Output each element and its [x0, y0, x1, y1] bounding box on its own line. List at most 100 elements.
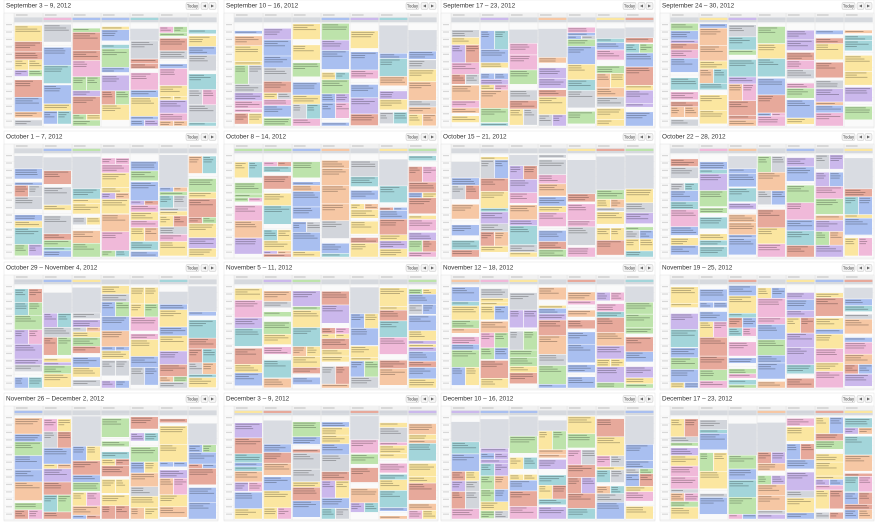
- event-block[interactable]: [188, 155, 203, 174]
- event-block[interactable]: [625, 212, 654, 224]
- event-block[interactable]: [625, 52, 654, 68]
- event-block[interactable]: [234, 299, 263, 319]
- event-block[interactable]: [567, 64, 596, 80]
- event-block[interactable]: [130, 339, 159, 357]
- event-block[interactable]: [670, 166, 699, 179]
- event-block[interactable]: [509, 330, 524, 351]
- event-block[interactable]: [786, 418, 815, 427]
- event-block[interactable]: [202, 89, 217, 106]
- event-block[interactable]: [596, 345, 625, 360]
- event-block[interactable]: [72, 76, 87, 91]
- event-block[interactable]: [263, 359, 292, 379]
- event-block[interactable]: [567, 416, 596, 435]
- event-block[interactable]: [538, 365, 567, 385]
- event-block[interactable]: [115, 380, 130, 389]
- event-block[interactable]: [188, 54, 217, 72]
- event-block[interactable]: [757, 514, 786, 520]
- event-block[interactable]: [159, 309, 188, 328]
- event-block[interactable]: [480, 448, 509, 454]
- event-block[interactable]: [159, 418, 188, 423]
- event-block[interactable]: [101, 330, 130, 347]
- event-block[interactable]: [728, 368, 757, 375]
- event-block[interactable]: [699, 173, 728, 191]
- event-block[interactable]: [101, 505, 116, 520]
- event-block[interactable]: [567, 464, 596, 478]
- event-block[interactable]: [509, 179, 538, 193]
- event-block[interactable]: [625, 336, 654, 352]
- event-block[interactable]: [101, 418, 130, 438]
- event-block[interactable]: [538, 205, 567, 213]
- event-block[interactable]: [699, 452, 714, 472]
- event-block[interactable]: [610, 292, 625, 301]
- event-block[interactable]: [684, 418, 699, 437]
- event-block[interactable]: [14, 111, 43, 118]
- event-block[interactable]: [480, 347, 495, 360]
- event-block[interactable]: [350, 439, 379, 454]
- event-block[interactable]: [670, 418, 685, 437]
- event-block[interactable]: [815, 231, 830, 246]
- event-block[interactable]: [538, 335, 567, 355]
- event-block[interactable]: [625, 103, 654, 108]
- event-block[interactable]: [480, 298, 509, 303]
- event-block[interactable]: [72, 346, 101, 354]
- event-block[interactable]: [14, 288, 29, 303]
- event-block[interactable]: [494, 475, 509, 490]
- event-block[interactable]: [786, 459, 815, 470]
- event-block[interactable]: [829, 512, 844, 520]
- event-block[interactable]: [28, 69, 43, 77]
- event-block[interactable]: [757, 115, 786, 127]
- event-block[interactable]: [480, 78, 509, 85]
- event-block[interactable]: [815, 440, 844, 450]
- event-block[interactable]: [670, 119, 699, 127]
- event-block[interactable]: [596, 207, 625, 212]
- event-block[interactable]: [263, 39, 292, 57]
- event-block[interactable]: [101, 214, 130, 232]
- event-block[interactable]: [234, 471, 263, 483]
- event-block[interactable]: [101, 198, 130, 214]
- event-block[interactable]: [130, 97, 159, 117]
- event-block[interactable]: [480, 73, 495, 80]
- event-block[interactable]: [321, 79, 350, 94]
- event-block[interactable]: [771, 155, 786, 173]
- event-block[interactable]: [815, 61, 844, 78]
- event-block[interactable]: [408, 463, 437, 477]
- event-block[interactable]: [408, 251, 437, 258]
- event-block[interactable]: [350, 488, 379, 503]
- event-block[interactable]: [815, 479, 830, 486]
- today-button-label[interactable]: Today: [624, 265, 636, 270]
- event-block[interactable]: [72, 217, 87, 225]
- event-block[interactable]: [815, 43, 844, 60]
- event-block[interactable]: [728, 454, 757, 470]
- event-block[interactable]: [263, 301, 292, 309]
- event-block[interactable]: [786, 332, 815, 348]
- event-block[interactable]: [43, 312, 58, 328]
- event-block[interactable]: [451, 84, 480, 101]
- event-block[interactable]: [451, 249, 480, 258]
- event-block[interactable]: [596, 292, 611, 301]
- event-block[interactable]: [234, 437, 263, 454]
- event-block[interactable]: [72, 514, 87, 520]
- event-block[interactable]: [321, 480, 336, 499]
- event-block[interactable]: [800, 443, 815, 460]
- event-block[interactable]: [101, 380, 116, 389]
- event-block[interactable]: [234, 108, 263, 113]
- event-block[interactable]: [115, 90, 130, 105]
- today-button[interactable]: [185, 133, 200, 141]
- event-block[interactable]: [101, 350, 130, 360]
- event-block[interactable]: [263, 205, 292, 225]
- event-block[interactable]: [844, 313, 873, 320]
- event-block[interactable]: [130, 333, 159, 340]
- event-block[interactable]: [408, 304, 423, 315]
- event-block[interactable]: [43, 463, 58, 469]
- event-block[interactable]: [786, 230, 815, 246]
- event-block[interactable]: [670, 313, 699, 330]
- event-block[interactable]: [567, 309, 596, 318]
- event-block[interactable]: [234, 466, 263, 472]
- event-block[interactable]: [350, 360, 365, 378]
- event-block[interactable]: [538, 313, 567, 321]
- event-block[interactable]: [408, 346, 437, 352]
- event-block[interactable]: [465, 74, 480, 85]
- event-block[interactable]: [538, 249, 567, 258]
- event-block[interactable]: [567, 193, 596, 203]
- event-block[interactable]: [625, 188, 654, 204]
